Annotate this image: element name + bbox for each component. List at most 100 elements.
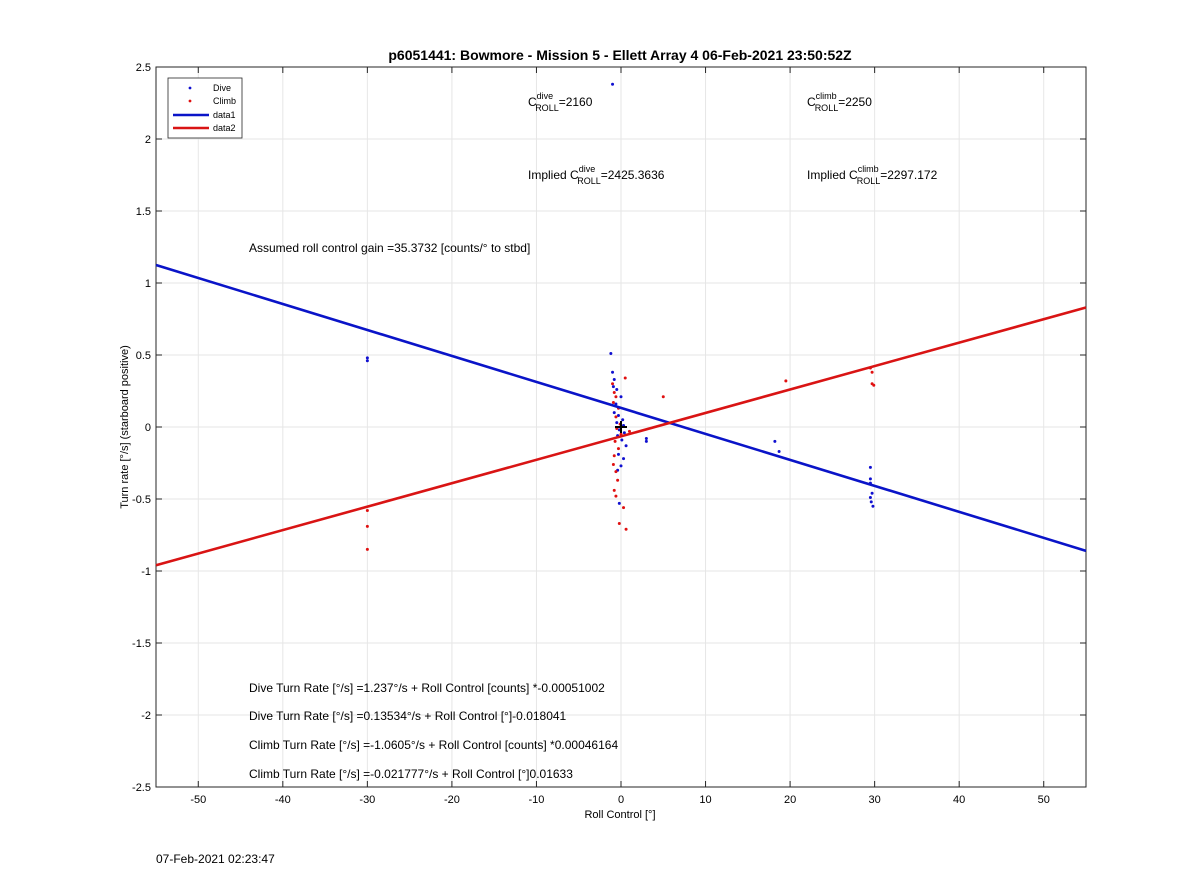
x-tick-label: -20 <box>444 794 460 806</box>
x-tick-label: -50 <box>190 794 206 806</box>
dive-point <box>609 352 613 356</box>
annotations: Cdive ROLL=2160 Cclimb ROLL=2250 Implied C… <box>249 91 938 781</box>
dive-point <box>612 411 616 415</box>
climb-point <box>661 395 665 399</box>
climb-point <box>613 439 617 443</box>
dive-point <box>773 439 777 443</box>
climb-point <box>614 395 618 399</box>
x-tick-label: 50 <box>1038 794 1050 806</box>
y-axis-label: Turn rate [°/s] (starboard positive) <box>119 345 131 509</box>
y-tick-label: -1 <box>141 566 151 578</box>
dive-point <box>644 439 648 443</box>
dive-point <box>622 457 626 461</box>
dive-point <box>620 438 624 442</box>
dive-point <box>616 452 620 456</box>
x-axis-label: Roll Control [°] <box>584 809 655 821</box>
legend-label-climb: Climb <box>213 96 236 106</box>
y-tick-label: -2 <box>141 710 151 722</box>
y-tick-label: -2.5 <box>132 782 151 794</box>
dive-point <box>621 418 625 422</box>
fit-line-data2 <box>155 306 1087 567</box>
climb-point <box>623 376 627 380</box>
legend-label-dive: Dive <box>213 83 231 93</box>
climb-point <box>617 521 621 525</box>
climb-point <box>616 447 620 451</box>
dive-point <box>611 385 615 389</box>
x-axis: -50 -40 -30 -20 -10 0 10 20 30 40 50 <box>190 67 1050 806</box>
dive-point <box>622 431 626 435</box>
x-tick-label: -30 <box>359 794 375 806</box>
y-tick-label: 2.5 <box>136 62 151 74</box>
climb-point <box>870 370 874 374</box>
equation-dive-counts: Dive Turn Rate [°/s] =1.237°/s + Roll Co… <box>249 681 605 695</box>
y-axis: -2.5 -2 -1.5 -1 -0.5 0 0.5 1 1.5 2 2.5 <box>132 62 1086 794</box>
y-tick-label: 0 <box>145 422 151 434</box>
dive-point <box>619 464 623 468</box>
y-tick-label: 2 <box>145 134 151 146</box>
climb-point <box>624 527 628 531</box>
climb-point <box>611 401 615 405</box>
x-tick-label: 30 <box>869 794 881 806</box>
implied-dive-annotation: Implied Cdive ROLL=2425.3636 <box>528 164 665 186</box>
climb-point <box>622 506 626 510</box>
y-tick-label: 1.5 <box>136 206 151 218</box>
chart-title: p6051441: Bowmore - Mission 5 - Ellett A… <box>388 47 852 63</box>
implied-climb-annotation: Implied Cclimb ROLL=2297.172 <box>807 164 938 186</box>
climb-point <box>611 462 615 466</box>
dive-point <box>868 496 872 500</box>
dive-point <box>644 437 648 441</box>
climb-point <box>365 509 369 513</box>
climb-point <box>614 470 618 474</box>
x-tick-label: 40 <box>953 794 965 806</box>
dive-point <box>611 370 615 374</box>
dive-point <box>868 477 872 481</box>
climb-point <box>612 454 616 458</box>
dive-point <box>617 501 621 505</box>
climb-point <box>627 429 631 433</box>
x-tick-label: -10 <box>529 794 545 806</box>
x-tick-label: 0 <box>618 794 624 806</box>
y-tick-label: 1 <box>145 278 151 290</box>
dive-point <box>869 500 873 504</box>
climb-point <box>872 383 876 387</box>
climb-point <box>612 390 616 394</box>
dive-point <box>615 388 619 392</box>
climb-point <box>365 547 369 551</box>
equation-dive-degrees: Dive Turn Rate [°/s] =0.13534°/s + Roll … <box>249 709 567 723</box>
climb-point <box>784 379 788 383</box>
y-tick-label: -1.5 <box>132 638 151 650</box>
x-tick-label: 10 <box>699 794 711 806</box>
dive-point <box>616 413 620 417</box>
y-tick-label: 0.5 <box>136 350 151 362</box>
climb-point <box>612 488 616 492</box>
y-tick-label: -0.5 <box>132 494 151 506</box>
climb-point <box>614 494 618 498</box>
climb-point <box>365 524 369 528</box>
series-dive <box>365 82 875 508</box>
dive-point <box>612 377 616 381</box>
x-tick-label: -40 <box>275 794 291 806</box>
legend: Dive Climb data1 data2 <box>167 77 243 139</box>
footer-timestamp: 07-Feb-2021 02:23:47 <box>156 852 275 866</box>
legend-label-data1: data1 <box>213 110 236 120</box>
dive-point <box>614 402 618 406</box>
roll-gain-annotation: Assumed roll control gain =35.3732 [coun… <box>249 241 530 255</box>
dive-point <box>871 504 875 508</box>
equation-climb-degrees: Climb Turn Rate [°/s] =-0.021777°/s + Ro… <box>249 767 573 781</box>
dive-point <box>777 449 781 453</box>
series-layer <box>155 82 1087 567</box>
fit-line-data1 <box>155 263 1087 553</box>
climb-point <box>611 382 615 386</box>
dive-point <box>624 444 628 448</box>
dive-point <box>611 82 615 86</box>
dive-point <box>615 421 619 425</box>
x-tick-label: 20 <box>784 794 796 806</box>
series-climb <box>365 366 876 551</box>
legend-label-data2: data2 <box>213 123 236 133</box>
climb-point <box>614 415 618 419</box>
climb-point <box>616 478 620 482</box>
legend-marker-climb <box>188 99 192 103</box>
dive-point <box>365 359 369 363</box>
equation-climb-counts: Climb Turn Rate [°/s] =-1.0605°/s + Roll… <box>249 738 618 752</box>
